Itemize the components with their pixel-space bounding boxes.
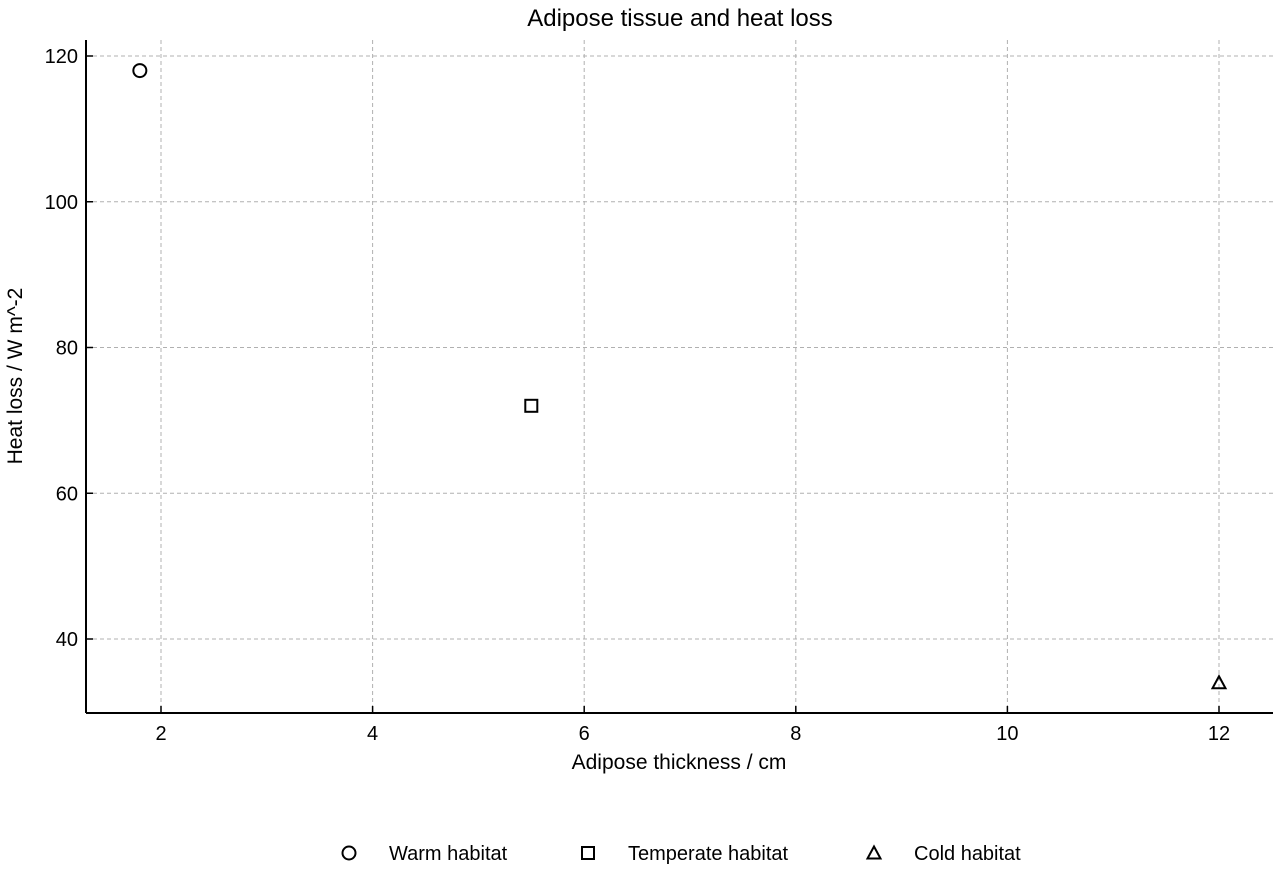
legend-marker — [581, 846, 595, 860]
x-tick-label: 4 — [367, 723, 378, 745]
x-tick-label: 12 — [1208, 723, 1230, 745]
axes — [85, 40, 1273, 714]
y-tick-label: 60 — [56, 483, 78, 505]
legend: Warm habitat Temperate habitat Cold habita… — [341, 843, 1021, 865]
grid-lines — [86, 40, 1273, 713]
legend-item: Temperate habitat — [581, 843, 789, 865]
data-point — [524, 398, 539, 413]
legend-marker — [865, 844, 883, 860]
legend-label: Temperate habitat — [628, 843, 789, 865]
legend-label: Warm habitat — [389, 843, 508, 865]
y-tick-label: 80 — [56, 338, 78, 360]
axis-ticks: 2 4 6 8 10 12 40 60 80 100 120 — [45, 46, 1231, 745]
legend-item: Cold habitat — [865, 843, 1021, 865]
data-points — [132, 63, 1228, 690]
x-tick-label: 10 — [996, 723, 1018, 745]
x-axis-label: Adipose thickness / cm — [572, 751, 787, 774]
x-tick-label: 2 — [155, 723, 166, 745]
data-point — [132, 63, 148, 79]
x-tick-label: 6 — [579, 723, 590, 745]
y-tick-label: 120 — [45, 46, 78, 68]
data-point — [1210, 674, 1228, 690]
y-tick-label: 40 — [56, 629, 78, 651]
legend-item: Warm habitat — [341, 843, 508, 865]
x-tick-label: 8 — [790, 723, 801, 745]
chart-title: Adipose tissue and heat loss — [527, 5, 833, 32]
y-tick-label: 100 — [45, 192, 78, 214]
legend-label: Cold habitat — [914, 843, 1021, 865]
legend-marker — [341, 845, 357, 861]
y-axis-label: Heat loss / W m^-2 — [4, 288, 27, 465]
